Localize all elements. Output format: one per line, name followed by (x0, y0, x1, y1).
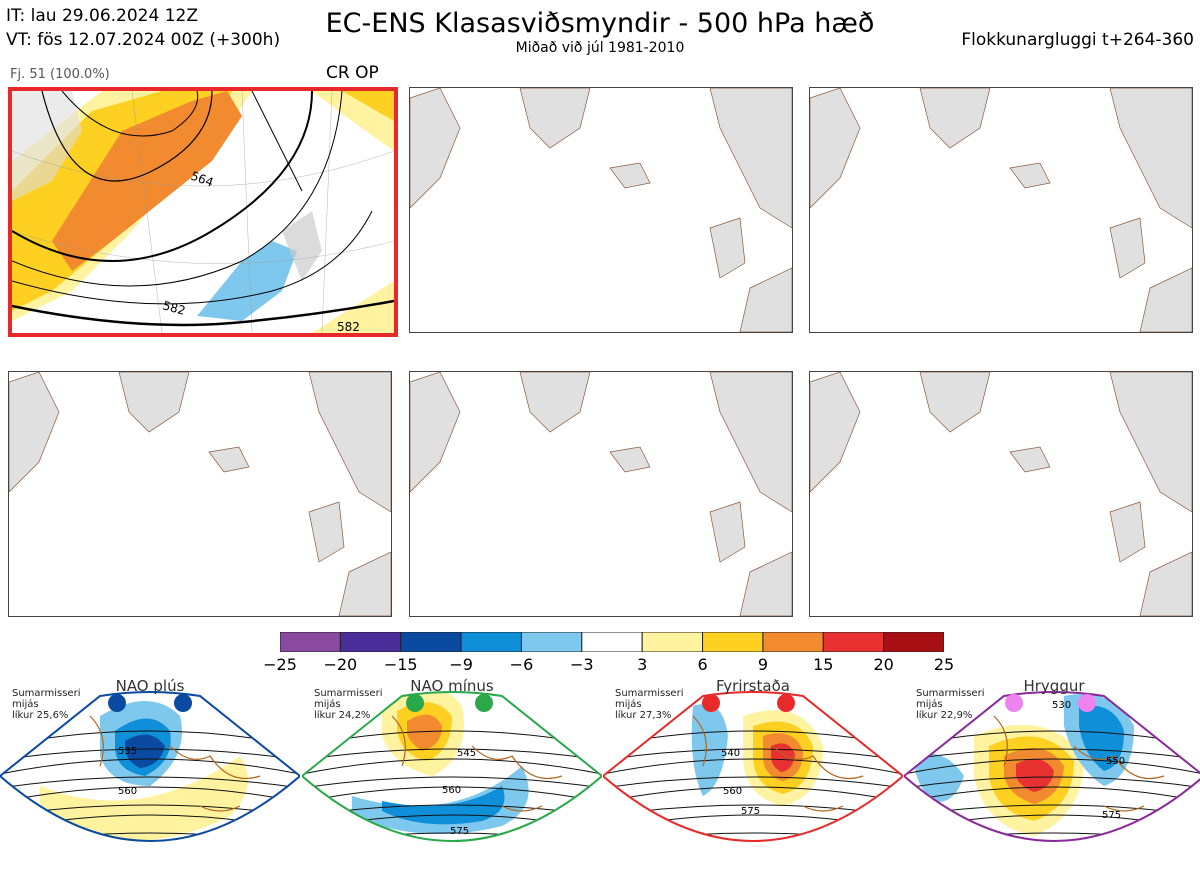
colorbar-tick-label: 6 (697, 655, 708, 674)
regime-map: 535 560 (0, 691, 300, 842)
regime-info: Sumarmisseri mijás líkur 24,2% (314, 688, 383, 721)
regime-frame (904, 691, 1200, 842)
regime-title: NAO mínus (410, 677, 494, 695)
colorbar-swatch (400, 632, 462, 652)
regime-panel[interactable]: 530 550 575 Hryggur Sumarmisseri mijás líkur 2… (904, 676, 1200, 871)
colorbar-tick-label: 15 (813, 655, 834, 674)
regime-marker (1005, 694, 1023, 712)
page-subtitle: Miðað við júl 1981-2010 (515, 40, 685, 56)
contour-label: 545 (457, 748, 476, 759)
contour-label: 540 (721, 748, 740, 759)
page-title: EC-ENS Klasasviðsmyndir - 500 hPa hæð (325, 8, 875, 39)
regime-panel[interactable]: 540 560 575 Fyrirstaða Sumarmisseri mijás líku… (603, 676, 903, 871)
colorbar-tick-label: −6 (509, 655, 534, 674)
regime-panel[interactable]: 545 560 575 NAO mínus Sumarmisseri mijás líkur… (302, 676, 602, 871)
regime-map: 530 550 575 (904, 691, 1200, 842)
cluster-panel-4[interactable] (8, 371, 392, 617)
init-time: IT: lau 29.06.2024 12Z (6, 6, 198, 26)
colorbar-tick-label: −3 (570, 655, 594, 674)
cluster-panel-6[interactable] (809, 371, 1193, 617)
regime-title: Hryggur (1023, 677, 1085, 695)
colorbar-swatch (641, 632, 704, 652)
map-background (410, 88, 792, 332)
regime-title: Fyrirstaða (716, 677, 790, 695)
contour-label: 582 (161, 298, 187, 317)
cluster-panel-5[interactable] (409, 371, 793, 617)
colorbar-swatch (280, 632, 341, 652)
colorbar-swatch (520, 632, 583, 652)
contour-label: 560 (723, 786, 742, 797)
contour-label: 560 (118, 786, 137, 797)
regime-panel[interactable]: 535 560 NAO plús Sumarmisseri mijás líkur 25,… (0, 676, 300, 871)
colorbar-swatch (883, 632, 944, 652)
colorbar-tick-label: −20 (323, 655, 358, 674)
regime-info: Sumarmisseri mijás líkur 27,3% (615, 688, 684, 721)
colorbar-swatches (280, 632, 944, 652)
regime-title: NAO plús (115, 677, 185, 695)
map-background (9, 372, 391, 616)
regime-frame (603, 691, 903, 842)
colorbar-swatch (822, 632, 885, 652)
contour-label: 560 (442, 785, 461, 796)
colorbar-tick-label: −9 (449, 655, 473, 674)
panel-1-label: Fj. 51 (100.0%) (10, 67, 110, 82)
regime-marker (702, 694, 720, 712)
contour-label: 575 (741, 806, 760, 817)
contour-label: 575 (1102, 810, 1121, 821)
regime-marker (108, 694, 126, 712)
regime-map: 540 560 575 (603, 691, 903, 842)
map-background (810, 372, 1192, 616)
colorbar-tick-label: 25 (933, 655, 955, 674)
contour-label: 550 (1106, 756, 1125, 767)
regime-marker (174, 694, 192, 712)
regime-frame (302, 691, 602, 842)
cluster-panel-1[interactable]: 564 582 582 (8, 87, 398, 337)
panel-1-tag: CR OP (326, 63, 379, 83)
regime-marker (1078, 694, 1096, 712)
regime-marker (777, 694, 795, 712)
cluster-map-1: 564 582 582 (12, 91, 394, 333)
contour-label: 535 (118, 746, 137, 757)
colorbar-tick-label: 9 (757, 655, 768, 674)
regime-map: 545 560 575 (302, 691, 602, 842)
colorbar-swatch (702, 632, 764, 652)
regime-info: Sumarmisseri mijás líkur 25,6% (12, 688, 81, 721)
colorbar-tick-label: 3 (637, 655, 648, 674)
colorbar-tick-label: −15 (383, 655, 418, 674)
colorbar (280, 632, 944, 652)
regime-info: Sumarmisseri mijás líkur 22,9% (916, 688, 985, 721)
colorbar-swatch (339, 632, 402, 652)
regime-marker (475, 694, 493, 712)
cluster-panel-2[interactable] (409, 87, 793, 333)
contour-label: 575 (450, 826, 469, 837)
map-background (410, 372, 792, 616)
regime-frame (0, 691, 300, 842)
colorbar-ticks: −25 −20 −15 −9 −6 −3 3 6 9 15 20 25 (263, 655, 954, 675)
colorbar-tick-label: 20 (873, 655, 894, 674)
cluster-panel-3[interactable] (809, 87, 1193, 333)
regime-marker (406, 694, 424, 712)
contour-label: 582 (337, 320, 360, 333)
classification-window: Flokkunargluggi t+264-360 (961, 30, 1194, 50)
colorbar-swatch (581, 632, 643, 652)
map-background (810, 88, 1192, 332)
valid-time: VT: fös 12.07.2024 00Z (+300h) (6, 30, 281, 50)
colorbar-swatch (762, 632, 824, 652)
colorbar-swatch (460, 632, 522, 652)
colorbar-tick-label: −25 (263, 655, 297, 674)
contour-label: 530 (1052, 700, 1071, 711)
header-info: IT: lau 29.06.2024 12Z VT: fös 12.07.202… (6, 4, 280, 52)
